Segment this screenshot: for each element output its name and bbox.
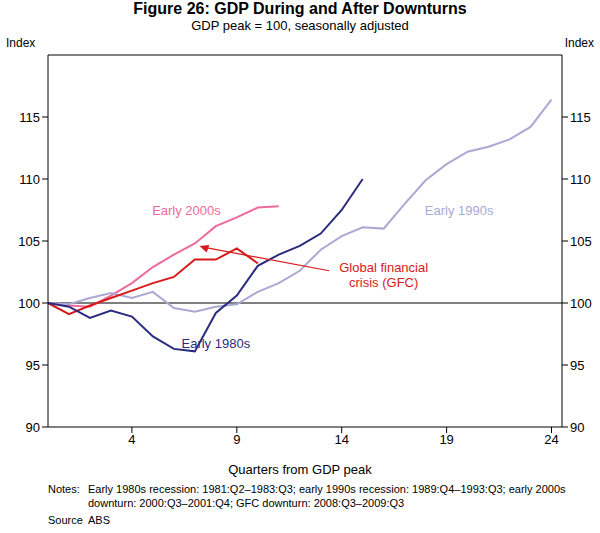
html-text:Notes:: Notes:: [48, 483, 80, 495]
svg-text:95: 95: [26, 358, 40, 373]
svg-text:95: 95: [570, 358, 584, 373]
html-text:Figure 26: GDP During and Afte: Figure 26: GDP During and After Downturn…: [133, 0, 467, 17]
svg-text:4: 4: [128, 432, 135, 447]
svg-text:100: 100: [570, 296, 592, 311]
html-text:Index: Index: [6, 36, 36, 50]
svg-text:19: 19: [439, 432, 453, 447]
html-text:Quarters from GDP peak: Quarters from GDP peak: [228, 462, 372, 477]
svg-text:110: 110: [570, 172, 591, 187]
svg-text:105: 105: [18, 234, 40, 249]
svg-text:24: 24: [544, 432, 558, 447]
svg-text:Global financialcrisis (GFC): Global financialcrisis (GFC): [339, 261, 428, 291]
svg-text:115: 115: [570, 110, 591, 125]
svg-text:110: 110: [19, 172, 40, 187]
html-text:Early 1980s recession: 1981:Q2: Early 1980s recession: 1981:Q2–1983:Q3; …: [88, 483, 566, 509]
svg-text:14: 14: [334, 432, 348, 447]
html-text:GDP peak = 100, seasonally adj: GDP peak = 100, seasonally adjusted: [191, 18, 409, 33]
svg-text:90: 90: [570, 420, 584, 435]
svg-text:Early 2000s: Early 2000s: [152, 204, 221, 219]
svg-text:100: 100: [18, 296, 40, 311]
svg-text:105: 105: [570, 234, 592, 249]
svg-text:115: 115: [19, 110, 40, 125]
html-text:Index: Index: [564, 36, 594, 50]
html-text:Source: Source: [48, 514, 83, 526]
svg-text:Early 1980s: Early 1980s: [182, 337, 251, 352]
svg-text:Early 1990s: Early 1990s: [425, 204, 494, 219]
html-text:ABS: ABS: [88, 514, 110, 526]
svg-text:9: 9: [233, 432, 240, 447]
svg-text:90: 90: [26, 420, 40, 435]
